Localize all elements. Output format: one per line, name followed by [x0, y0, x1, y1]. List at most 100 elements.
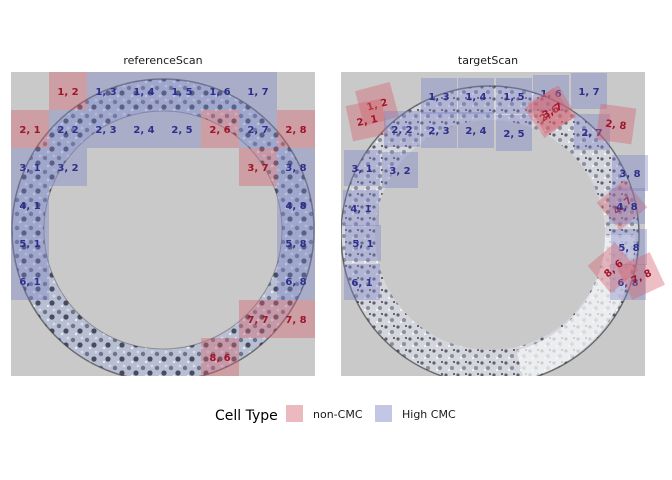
cell-1-3: 1, 3 — [87, 72, 125, 110]
cell-2-5: 2, 5 — [163, 110, 201, 148]
cell-label: 5, 1 — [352, 239, 373, 250]
cell-rect — [277, 186, 315, 224]
cell-label: 1, 6 — [540, 89, 561, 100]
cell-rect — [345, 225, 381, 261]
cell-label: 2, 6 — [209, 125, 230, 136]
cell-2-7: 2, 7 — [574, 114, 610, 150]
cell-rect — [496, 78, 532, 114]
cell-4-1: 4, 1 — [343, 190, 379, 226]
cell-label: 1, 3 — [428, 92, 449, 103]
cell-label: 1, 2 — [366, 97, 389, 113]
cell-rect — [527, 85, 577, 135]
cell-6-1: 6, 1 — [11, 262, 49, 300]
cell-grid-reference: 1, 2 1, 3 1, 4 1, 5 1, 6 1, 7 2, 1 2, 2 2, 3 2, 4… — [11, 72, 315, 376]
cell-label: 5, 8 — [285, 239, 306, 250]
cell-label: 2, 8 — [285, 125, 306, 136]
cell-rect — [587, 242, 639, 294]
cell-label: 4, 8 — [616, 202, 637, 213]
cell-rect — [421, 78, 457, 114]
cell-label: 1, 4 — [465, 92, 486, 103]
panel-title-reference: referenceScan — [123, 54, 202, 67]
cell-rect — [382, 152, 418, 188]
cell-rect — [571, 73, 607, 109]
cell-rect — [239, 72, 277, 110]
panel-target-scan: targetScan 1, 2 1, 3 1, 4 1, 5 1, 6 1, 7 2, 1 2… — [341, 54, 665, 376]
cell-rect — [617, 252, 665, 300]
legend: Cell Type non-CMC High CMC — [215, 405, 456, 424]
cell-rect — [239, 300, 277, 338]
cell-rect — [277, 110, 315, 148]
cell-label: 1, 2 — [57, 87, 78, 98]
cell-label: 2, 7 — [247, 125, 268, 136]
cell-2-3: 2, 3 — [421, 112, 457, 148]
cell-label: 5, 1 — [19, 239, 40, 250]
cell-label: 1, 5 — [171, 87, 192, 98]
cell-2-2: 2, 2 — [49, 110, 87, 148]
legend-swatch-non-cmc — [286, 405, 303, 422]
cell-label: 1, 5 — [503, 92, 524, 103]
cell-2-6: 2, 6 — [523, 87, 575, 139]
cell-rect — [595, 103, 637, 145]
cell-label: 1, 3 — [95, 87, 116, 98]
cell-rect — [87, 72, 125, 110]
cell-2-3: 2, 3 — [87, 110, 125, 148]
cell-label: 1, 4 — [133, 87, 154, 98]
cell-2-1: 2, 1 — [11, 110, 49, 148]
cell-rect — [421, 112, 457, 148]
cell-rect — [163, 110, 201, 148]
cell-rect — [163, 72, 201, 110]
cell-rect — [11, 224, 49, 262]
cell-rect — [277, 262, 315, 300]
cell-label: 7, 8 — [285, 315, 306, 326]
cell-label: 2, 3 — [95, 125, 116, 136]
cell-rect — [610, 264, 646, 300]
cell-1-5: 1, 5 — [163, 72, 201, 110]
cell-label: 8, 6 — [209, 353, 230, 364]
cell-4-7: 4, 7 — [596, 179, 648, 231]
scan-ring-target — [341, 85, 640, 376]
cell-rect — [49, 148, 87, 186]
cell-rect — [125, 72, 163, 110]
legend-swatch-high-cmc — [375, 405, 392, 422]
cell-3-1: 3, 1 — [11, 148, 49, 186]
cell-rect — [384, 111, 420, 147]
cell-rect — [344, 264, 380, 300]
cell-1-5: 1, 5 — [496, 78, 532, 114]
cell-2-4: 2, 4 — [125, 110, 163, 148]
cell-3-7: 3, 7 — [527, 85, 577, 135]
cell-1-2: 1, 2 — [49, 72, 87, 110]
cell-rect — [612, 155, 648, 191]
panel-reference-scan: referenceScan 1, 2 1, 3 1, 4 1, 5 1, 6 1, 7 2,… — [11, 54, 315, 376]
cell-label: 6, 8 — [617, 278, 638, 289]
cell-label: 3, 1 — [351, 164, 372, 175]
cell-label: 3, 2 — [57, 163, 78, 174]
cell-1-3: 1, 3 — [421, 78, 457, 114]
cell-label: 7, 7 — [247, 315, 268, 326]
cell-label: 3, 2 — [389, 166, 410, 177]
cell-rect — [277, 300, 315, 338]
cell-label: 2, 7 — [581, 128, 602, 139]
cell-rect — [49, 110, 87, 148]
cell-2-4: 2, 4 — [458, 112, 494, 148]
cell-rect — [11, 110, 49, 148]
cell-rect — [354, 81, 400, 127]
cell-rect — [496, 115, 532, 151]
cell-rect — [125, 110, 163, 148]
cell-label: 2, 8 — [605, 119, 628, 133]
cell-rect — [574, 114, 610, 150]
cell-1-7: 1, 7 — [239, 72, 277, 110]
cell-4-8: 4, 8 — [609, 188, 645, 224]
legend-title: Cell Type — [215, 408, 278, 424]
cell-rect — [277, 224, 315, 262]
cell-label: 2, 1 — [19, 125, 40, 136]
cell-rect — [201, 338, 239, 376]
cell-8-6: 8, 6 — [587, 242, 639, 294]
cell-label: 1, 7 — [247, 87, 268, 98]
cell-1-2: 1, 2 — [354, 81, 400, 127]
cell-label: 6, 1 — [351, 278, 372, 289]
cell-3-8: 3, 8 — [277, 148, 315, 186]
cell-2-8: 2, 8 — [277, 110, 315, 148]
cell-6-8: 6, 8 — [277, 262, 315, 300]
cell-rect — [458, 112, 494, 148]
cell-3-1: 3, 1 — [344, 150, 380, 186]
